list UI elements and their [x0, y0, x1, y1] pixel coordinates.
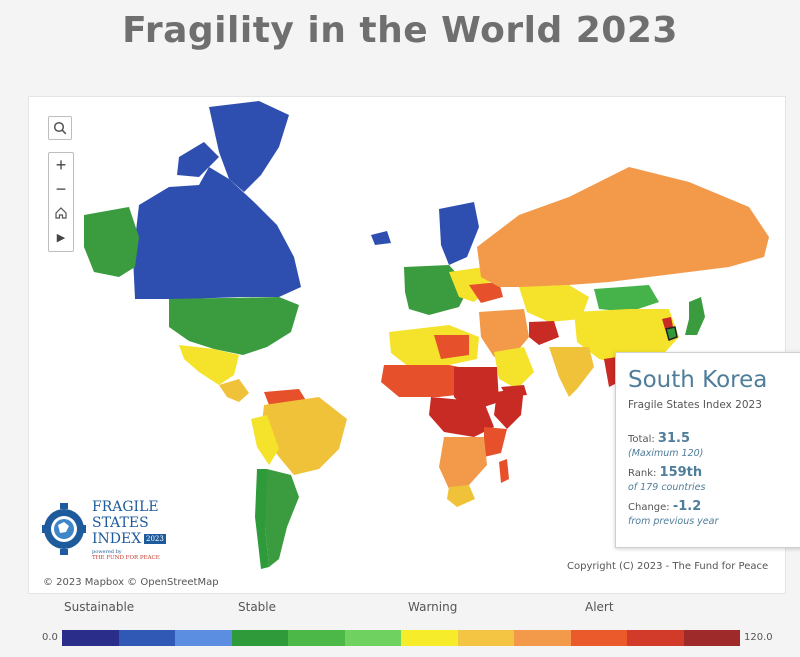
tooltip-change-value: -1.2	[672, 499, 702, 514]
legend-segment	[344, 630, 401, 646]
country-usa	[169, 297, 299, 355]
legend-segment	[401, 630, 458, 646]
region-central-america	[219, 379, 249, 402]
tooltip-change-row: Change: -1.2	[628, 499, 790, 514]
home-icon	[55, 207, 67, 219]
country-north-korea	[662, 317, 673, 329]
fragile-states-index-logo: FRAGILE STATES INDEX 2023 powered by THE…	[42, 499, 192, 569]
logo-powered-by: powered by	[92, 549, 122, 555]
page-title: Fragility in the World 2023	[122, 10, 678, 51]
logo-year-badge: 2023	[144, 534, 166, 544]
country-south-africa	[447, 485, 475, 507]
legend-max-value: 120.0	[744, 632, 773, 643]
country-argentina	[261, 469, 299, 567]
fund-for-peace-copyright: Copyright (C) 2023 - The Fund for Peace	[567, 561, 769, 572]
legend-color-scale: 0.0 120.0	[0, 630, 800, 650]
country-russia	[477, 167, 769, 287]
country-japan	[685, 297, 705, 335]
tooltip-change-label: Change:	[628, 502, 670, 513]
country-iceland	[371, 231, 391, 245]
legend-category-labels: Sustainable Stable Warning Alert	[0, 600, 800, 618]
legend-gradient-bar	[62, 630, 740, 646]
logo-fund-for-peace: THE FUND FOR PEACE	[92, 555, 160, 561]
legend-segment	[175, 630, 232, 646]
tooltip-country-name: South Korea	[628, 367, 768, 393]
legend-segment	[570, 630, 627, 646]
legend-segment	[514, 630, 571, 646]
legend-label-alert: Alert	[585, 600, 614, 614]
search-icon	[53, 121, 67, 135]
country-afghanistan	[529, 321, 559, 345]
map-canvas[interactable]	[29, 97, 787, 595]
country-mongolia	[594, 285, 659, 312]
tooltip-rank-row: Rank: 159th	[628, 465, 790, 480]
legend-segment	[683, 630, 740, 646]
legend-segment	[627, 630, 684, 646]
country-chile	[255, 469, 269, 569]
mapbox-attribution[interactable]: © 2023 Mapbox © OpenStreetMap	[43, 577, 219, 588]
country-ukraine	[469, 282, 503, 303]
legend-segment	[118, 630, 175, 646]
tooltip-total-row: Total: 31.5	[628, 431, 790, 446]
region-scandinavia	[439, 202, 479, 265]
country-brazil	[261, 397, 347, 475]
country-tooltip: South Korea Fragile States Index 2023 To…	[615, 352, 800, 548]
gear-globe-icon	[42, 503, 86, 555]
country-india	[549, 347, 594, 397]
legend-segment	[62, 630, 119, 646]
tooltip-rank-sub: of 179 countries	[628, 482, 706, 493]
country-libya	[434, 335, 469, 359]
zoom-out-button[interactable]: −	[55, 178, 67, 199]
play-icon: ▶	[56, 231, 66, 244]
tooltip-change-sub: from previous year	[628, 516, 719, 527]
country-ethiopia-somalia	[494, 387, 524, 429]
country-south-korea	[665, 326, 678, 341]
legend-segment	[457, 630, 514, 646]
logo-line-index: INDEX	[92, 531, 142, 547]
zoom-controls: + − ▶	[48, 152, 74, 252]
legend-segment	[288, 630, 345, 646]
region-central-asia	[519, 285, 589, 322]
region-east-africa	[484, 427, 507, 457]
legend-min-value: 0.0	[42, 632, 58, 643]
legend-label-stable: Stable	[238, 600, 277, 614]
country-madagascar	[499, 459, 509, 483]
tooltip-total-sub: (Maximum 120)	[628, 448, 704, 459]
world-map[interactable]: + − ▶ FRAGILE STATES INDEX 2023 powered …	[28, 96, 800, 595]
tooltip-rank-value: 159th	[659, 465, 703, 480]
tooltip-index-name: Fragile States Index 2023	[628, 399, 762, 411]
tooltip-total-value: 31.5	[657, 431, 690, 446]
region-central-africa	[429, 397, 494, 437]
country-saudi	[494, 347, 534, 389]
region-sahel	[381, 365, 474, 397]
play-button[interactable]: ▶	[49, 225, 73, 249]
country-greenland	[209, 101, 289, 192]
region-middle-east	[479, 309, 529, 357]
country-alaska	[84, 207, 139, 277]
tooltip-total-label: Total:	[628, 434, 655, 445]
country-mexico	[179, 345, 239, 385]
logo-line-states: STATES	[92, 515, 149, 531]
legend-segment	[231, 630, 288, 646]
legend-label-sustainable: Sustainable	[64, 600, 135, 614]
region-southern-africa	[439, 437, 487, 489]
country-peru-bolivia	[251, 415, 279, 465]
search-button[interactable]	[48, 116, 72, 140]
legend-label-warning: Warning	[408, 600, 458, 614]
home-button[interactable]	[49, 201, 73, 225]
tooltip-rank-label: Rank:	[628, 468, 657, 479]
country-canada	[133, 167, 301, 299]
zoom-in-button[interactable]: +	[55, 154, 67, 175]
logo-line-fragile: FRAGILE	[92, 499, 159, 515]
country-canada-islands	[177, 142, 219, 177]
